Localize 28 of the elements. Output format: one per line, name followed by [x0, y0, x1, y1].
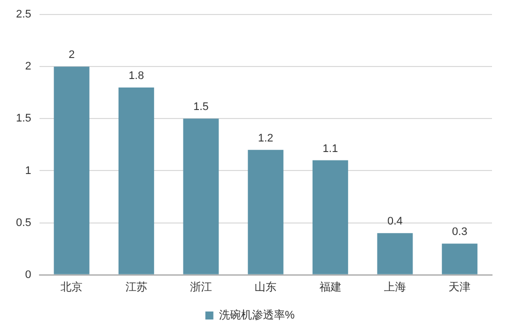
bar — [312, 160, 348, 274]
y-tick-label: 1.5 — [16, 112, 32, 125]
bar — [118, 87, 154, 274]
x-tick-label: 福建 — [319, 280, 342, 294]
bar — [442, 244, 478, 274]
data-label: 2 — [68, 49, 75, 62]
x-tick-label: 天津 — [448, 280, 471, 294]
bar — [183, 118, 219, 274]
x-tick-label: 北京 — [60, 280, 83, 294]
x-tick-label: 山东 — [254, 280, 277, 294]
bar — [248, 150, 284, 274]
data-label: 1.1 — [322, 142, 338, 155]
y-tick-label: 0 — [25, 268, 32, 281]
y-tick-label: 2 — [25, 60, 32, 73]
y-tick-label: 2.5 — [16, 8, 32, 21]
x-tick-label: 上海 — [384, 280, 406, 294]
x-tick-label: 江苏 — [125, 280, 148, 294]
bar — [377, 233, 413, 274]
x-tick-label: 浙江 — [190, 280, 212, 294]
data-label: 1.8 — [128, 70, 144, 82]
data-label: 0.4 — [387, 216, 403, 228]
bar — [54, 66, 90, 274]
data-label: 0.3 — [452, 226, 468, 238]
legend-label: 洗碗机渗透率% — [218, 308, 295, 322]
y-tick-label: 1 — [25, 164, 32, 177]
data-label: 1.2 — [258, 132, 274, 144]
data-label: 1.5 — [193, 101, 209, 114]
y-tick-label: 0.5 — [16, 216, 32, 229]
